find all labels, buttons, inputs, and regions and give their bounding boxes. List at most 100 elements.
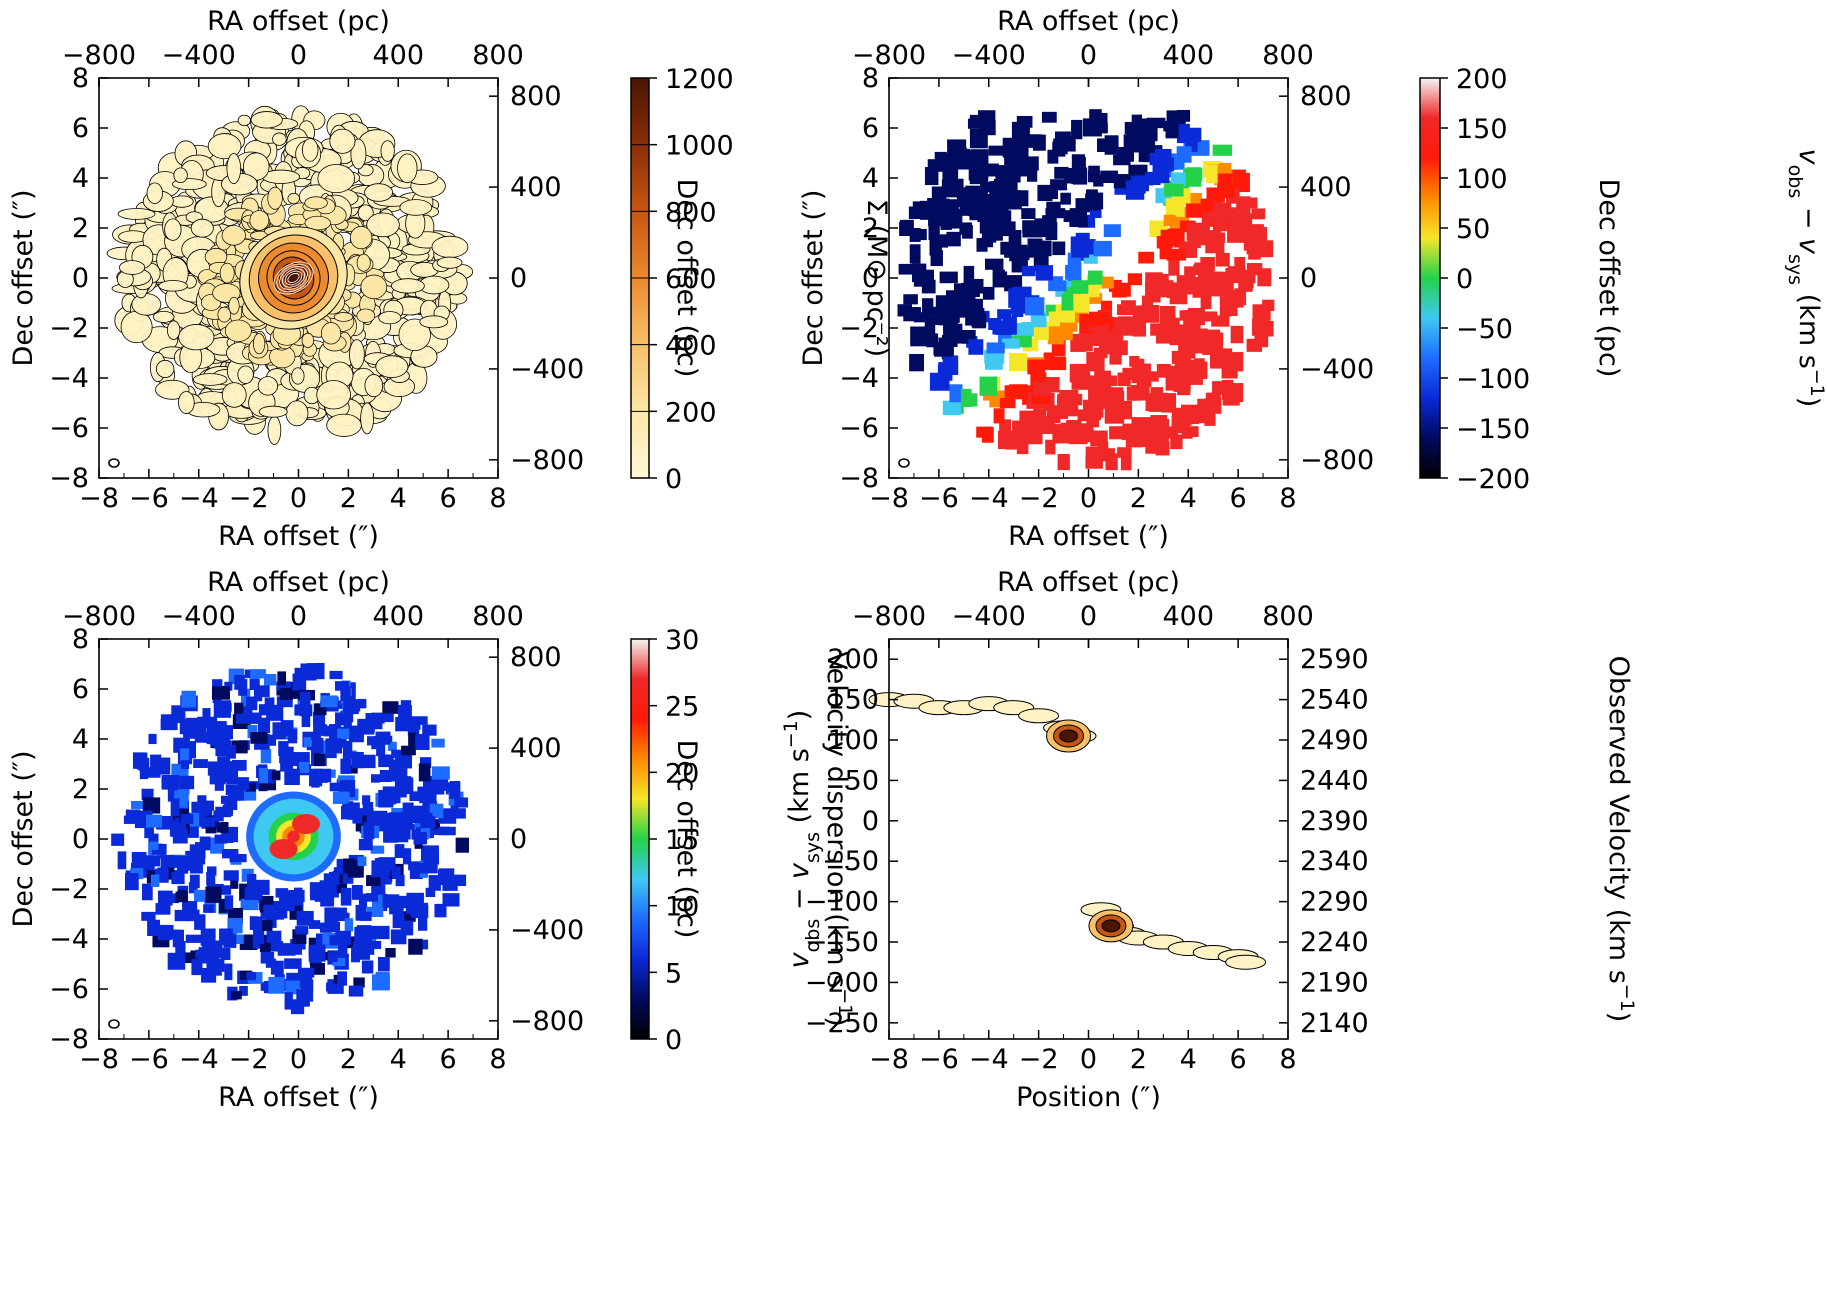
dispersion-pixel bbox=[428, 875, 441, 891]
dispersion-pixel bbox=[212, 679, 223, 689]
pv-diagram bbox=[868, 692, 1267, 970]
dispersion-pixel bbox=[259, 934, 271, 952]
dispersion-pixel bbox=[208, 940, 223, 958]
velocity-pixel bbox=[1097, 441, 1109, 454]
velocity-pixel bbox=[1113, 154, 1131, 166]
density-blob bbox=[250, 111, 283, 129]
y-tick-label: 2 bbox=[72, 213, 89, 244]
dispersion-pixel bbox=[240, 898, 259, 911]
x-tick-label: −2 bbox=[1019, 483, 1059, 514]
dispersion-pixel bbox=[207, 866, 217, 876]
dispersion-pixel bbox=[313, 703, 327, 716]
top-tick-label: −800 bbox=[62, 601, 136, 632]
dispersion-pixel bbox=[141, 788, 154, 800]
velocity-pixel bbox=[949, 384, 963, 403]
x-tick-label: 6 bbox=[1230, 483, 1247, 514]
velocity-pixel bbox=[1177, 362, 1195, 378]
x-tick-label: 8 bbox=[1279, 1044, 1296, 1075]
density-blob bbox=[131, 293, 162, 316]
density-blob bbox=[228, 296, 240, 315]
dispersion-pixel bbox=[185, 934, 204, 943]
y-tick-label: −6 bbox=[49, 974, 89, 1005]
density-blob bbox=[224, 319, 252, 342]
right-tick-label: 400 bbox=[1300, 172, 1352, 203]
dispersion-pixel bbox=[330, 881, 348, 894]
dispersion-pixel bbox=[327, 952, 338, 963]
dispersion-pixel bbox=[332, 957, 346, 967]
y-tick-label: 4 bbox=[72, 163, 89, 194]
velocity-pixel bbox=[1043, 352, 1055, 370]
dispersion-pixel bbox=[395, 874, 405, 887]
velocity-pixel bbox=[1027, 359, 1046, 375]
dispersion-peak bbox=[291, 814, 320, 834]
dispersion-pixel bbox=[299, 704, 313, 717]
velocity-pixel bbox=[1139, 422, 1152, 440]
density-blob bbox=[364, 374, 384, 398]
y-tick-label: 6 bbox=[862, 113, 879, 144]
dispersion-pixel bbox=[296, 910, 314, 926]
velocity-pixel bbox=[1187, 192, 1202, 207]
dispersion-pixel bbox=[215, 746, 229, 757]
dispersion-pixel bbox=[370, 810, 388, 827]
dispersion-pixel bbox=[256, 685, 270, 698]
x-tick-label: −6 bbox=[129, 1044, 169, 1075]
dispersion-pixel bbox=[408, 861, 422, 871]
x-tick-label: 0 bbox=[290, 1044, 307, 1075]
y-tick-label: 0 bbox=[72, 263, 89, 294]
velocity-pixel bbox=[1009, 352, 1027, 372]
velocity-pixel bbox=[1156, 328, 1171, 344]
dispersion-pixel bbox=[261, 920, 273, 931]
velocity-pixel bbox=[1049, 356, 1067, 371]
velocity-pixel bbox=[993, 408, 1005, 424]
density-blob bbox=[252, 333, 266, 355]
dispersion-pixel bbox=[391, 866, 401, 879]
dispersion-pixel bbox=[176, 864, 189, 874]
velocity-pixel bbox=[932, 309, 952, 324]
dispersion-pixel bbox=[428, 786, 437, 803]
velocity-pixel bbox=[1166, 248, 1186, 261]
x-tick-label: −8 bbox=[79, 1044, 119, 1075]
dispersion-pixel bbox=[234, 702, 244, 717]
dispersion-pixel bbox=[431, 766, 450, 780]
dispersion-pixel bbox=[161, 777, 179, 788]
dispersion-pixel bbox=[264, 734, 277, 746]
velocity-pixel bbox=[1184, 266, 1196, 282]
density-blob bbox=[120, 310, 153, 344]
dispersion-pixel bbox=[194, 914, 206, 930]
y-tick-label: −4 bbox=[49, 363, 89, 394]
dispersion-pixel bbox=[409, 791, 420, 802]
velocity-pixel bbox=[1071, 119, 1083, 140]
velocity-pixel bbox=[929, 372, 950, 391]
dispersion-pixel bbox=[365, 893, 378, 902]
dispersion-pixel bbox=[202, 800, 214, 811]
density-blob bbox=[380, 140, 395, 162]
velocity-pixel bbox=[1187, 329, 1206, 340]
dispersion-pixel bbox=[284, 992, 293, 1010]
right-tick-label: −400 bbox=[510, 354, 584, 385]
colorbar-title: Velocity dispersion (km s−1) bbox=[821, 651, 856, 1027]
density-blob bbox=[258, 405, 288, 418]
y-tick-label: −2 bbox=[839, 313, 879, 344]
density-blob bbox=[360, 274, 388, 300]
density-blob bbox=[237, 365, 254, 384]
dispersion-pixel bbox=[438, 826, 456, 836]
dispersion-pixel bbox=[172, 929, 184, 948]
dispersion-pixel bbox=[357, 856, 367, 867]
velocity-pixel bbox=[1032, 134, 1046, 151]
velocity-pixel bbox=[1262, 299, 1275, 311]
velocity-pixel bbox=[1197, 273, 1211, 294]
dispersion-pixel bbox=[425, 887, 436, 897]
dispersion-pixel bbox=[151, 843, 167, 855]
x-axis-title: RA offset (″) bbox=[218, 1082, 379, 1113]
colorbar-tick-label: 1200 bbox=[665, 64, 734, 95]
velocity-pixel bbox=[903, 294, 918, 305]
pv-knot bbox=[1059, 729, 1079, 743]
dispersion-pixel bbox=[202, 708, 211, 719]
dispersion-pixel bbox=[224, 963, 233, 981]
y-tick-label: 150 bbox=[827, 685, 879, 716]
dispersion-pixel bbox=[219, 928, 233, 943]
right-tick-label: −800 bbox=[1300, 445, 1374, 476]
dispersion-pixel bbox=[249, 678, 260, 691]
velocity-pixel bbox=[1212, 144, 1233, 156]
density-blob bbox=[436, 256, 463, 269]
